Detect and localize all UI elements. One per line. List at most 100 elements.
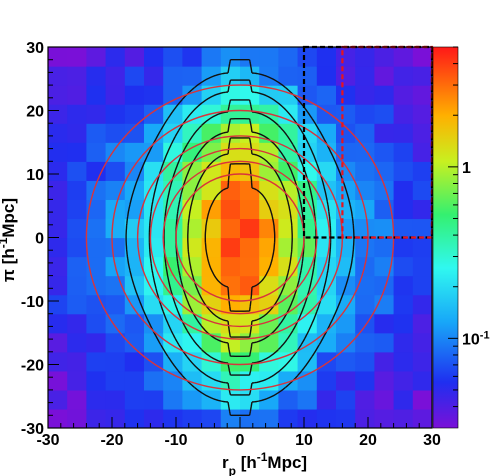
heatmap-cell [48, 389, 68, 410]
heatmap-cell [393, 351, 414, 372]
heatmap-cell [393, 275, 414, 296]
heatmap-cell [259, 237, 279, 258]
heatmap-cell [374, 408, 395, 428]
heatmap-cell [163, 332, 183, 353]
heatmap-cell [201, 47, 222, 67]
heatmap-cell [105, 47, 126, 67]
heatmap-cell [86, 294, 107, 315]
heatmap-cell [316, 123, 337, 143]
heatmap-cell [86, 85, 107, 105]
heatmap-cell [182, 199, 203, 220]
y-tick-label: 10 [26, 167, 44, 184]
black-contour [148, 79, 332, 396]
heatmap-cell [240, 142, 260, 162]
heatmap-cell [182, 389, 203, 410]
heatmap-cell [259, 47, 279, 67]
heatmap-cell [240, 218, 260, 239]
heatmap-cell [240, 313, 260, 334]
x-tick-label: 10 [295, 432, 313, 449]
heatmap-cell [163, 389, 183, 410]
heatmap-cell [355, 218, 375, 239]
heatmap-cell [336, 351, 356, 372]
heatmap-cell [220, 66, 241, 86]
heatmap-cell [182, 123, 203, 143]
heatmap-cell [124, 370, 145, 391]
heatmap-cell [86, 104, 107, 124]
heatmap-cell [259, 275, 279, 296]
heatmap-cell [67, 123, 87, 143]
black-contour [187, 137, 293, 338]
heatmap-cell [336, 85, 356, 105]
colorbar-tick-label: 10-1 [462, 329, 490, 348]
heatmap-cell [67, 389, 87, 410]
heatmap-cell [355, 66, 375, 86]
heatmap-cell [67, 180, 87, 200]
x-tick-label: 30 [423, 432, 441, 449]
heatmap-cell [105, 218, 126, 239]
heatmap-cell [220, 408, 241, 428]
heatmap-cell [374, 85, 395, 105]
heatmap-cell [393, 332, 414, 353]
black-contours [125, 59, 355, 416]
heatmap-cell [201, 313, 222, 334]
heatmap-cell [355, 47, 375, 67]
heatmap-cell [220, 313, 241, 334]
heatmap-cell [124, 47, 145, 67]
heatmap-cell [278, 408, 299, 428]
y-axis-label: π [h-1Mpc] [0, 198, 18, 282]
x-tick-label: -20 [100, 432, 123, 449]
heatmap-cell [316, 199, 337, 220]
heatmap-cell [86, 123, 107, 143]
heatmap-cell [48, 199, 68, 220]
colorbar-tick-label: 1 [462, 160, 471, 177]
heatmap-cell [412, 85, 432, 105]
heatmap-cell [336, 408, 356, 428]
heatmap-cell [316, 332, 337, 353]
heatmap-cell [201, 142, 222, 162]
heatmap-cell [124, 408, 145, 428]
heatmap-cell [412, 142, 432, 162]
heatmap-cell [259, 66, 279, 86]
heatmap-cell [374, 351, 395, 372]
heatmap-cell [412, 275, 432, 296]
heatmap-cell [124, 313, 145, 334]
heatmap-cell [374, 370, 395, 391]
heatmap-cell [48, 123, 68, 143]
heatmap-cell [393, 180, 414, 200]
heatmap-cell [201, 256, 222, 277]
heatmap-cell [355, 408, 375, 428]
heatmap-cell [393, 237, 414, 258]
heatmap-cell [259, 332, 279, 353]
heatmap-cell [316, 313, 337, 334]
heatmap-cell [86, 408, 107, 428]
heatmap-cell [316, 256, 337, 277]
heatmap-cell [124, 142, 145, 162]
heatmap-cell [316, 85, 337, 105]
heatmap-cell [297, 218, 318, 239]
heatmap-cell [412, 313, 432, 334]
heatmap-cell [86, 161, 107, 181]
heatmap-cell [144, 332, 164, 353]
heatmap-cell [355, 237, 375, 258]
heatmap-cell [374, 180, 395, 200]
heatmap-cell [297, 389, 318, 410]
heatmap-cell [336, 199, 356, 220]
heatmap-cell [278, 218, 299, 239]
heatmap-cell [412, 294, 432, 315]
heatmap-cell [86, 47, 107, 67]
y-tick-label: 0 [35, 231, 44, 248]
heatmap-cell [412, 389, 432, 410]
heatmap-cell [124, 389, 145, 410]
heatmap-cell [124, 104, 145, 124]
heatmap-cell [278, 199, 299, 220]
heatmap-cell [124, 218, 145, 239]
heatmap-cell [163, 370, 183, 391]
heatmap-cell [67, 332, 87, 353]
heatmap-cell [144, 275, 164, 296]
heatmap-cell [278, 123, 299, 143]
heatmap-cell [259, 199, 279, 220]
heatmap-cell [201, 332, 222, 353]
heatmap-cell [163, 123, 183, 143]
heatmap-cell [201, 161, 222, 181]
heatmap-cell [374, 275, 395, 296]
